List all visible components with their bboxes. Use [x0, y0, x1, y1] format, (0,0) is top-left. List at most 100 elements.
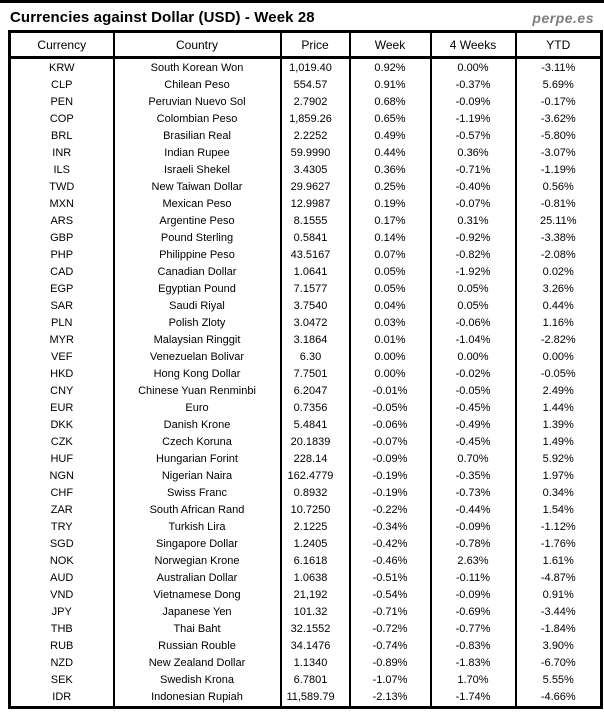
country-name-cell: Canadian Dollar	[112, 264, 282, 281]
country-name-cell: Vietnamese Dong	[112, 587, 282, 604]
country-name-cell: Thai Baht	[112, 621, 282, 638]
price-cell: 0.5841	[279, 230, 351, 247]
ytd-change-cell: 0.34%	[514, 485, 603, 502]
four-weeks-change-cell: -1.83%	[429, 655, 517, 672]
four-weeks-change-cell: 0.05%	[429, 298, 517, 315]
ytd-change-cell: 1.97%	[514, 468, 603, 485]
four-weeks-change-cell: -0.45%	[429, 400, 517, 417]
country-name-cell: Danish Krone	[112, 417, 282, 434]
currency-code-cell: PHP	[8, 247, 115, 264]
ytd-change-cell: -3.62%	[514, 111, 603, 128]
price-cell: 6.2047	[279, 383, 351, 400]
country-name-cell: Norwegian Krone	[112, 553, 282, 570]
country-name-cell: Euro	[112, 400, 282, 417]
country-name-cell: Egyptian Pound	[112, 281, 282, 298]
ytd-change-cell: 0.44%	[514, 298, 603, 315]
ytd-change-cell: 1.39%	[514, 417, 603, 434]
ytd-change-cell: 25.11%	[514, 213, 603, 230]
four-weeks-change-cell: -1.19%	[429, 111, 517, 128]
week-change-cell: -0.71%	[348, 604, 432, 621]
week-change-cell: 0.03%	[348, 315, 432, 332]
country-name-cell: Argentine Peso	[112, 213, 282, 230]
week-change-cell: 0.17%	[348, 213, 432, 230]
price-cell: 43.5167	[279, 247, 351, 264]
ytd-change-cell: -2.08%	[514, 247, 603, 264]
four-weeks-change-cell: -0.83%	[429, 638, 517, 655]
table-row: MYR Malaysian Ringgit 3.1864 0.01% -1.04% -2.…	[8, 332, 603, 349]
currency-code-cell: ARS	[8, 213, 115, 230]
price-cell: 12.9987	[279, 196, 351, 213]
country-name-cell: Swiss Franc	[112, 485, 282, 502]
ytd-change-cell: -3.07%	[514, 145, 603, 162]
table-row: PEN Peruvian Nuevo Sol 2.7902 0.68% -0.09% -0…	[8, 94, 603, 111]
week-change-cell: -0.34%	[348, 519, 432, 536]
currency-code-cell: HKD	[8, 366, 115, 383]
price-cell: 1.2405	[279, 536, 351, 553]
week-change-cell: -0.22%	[348, 502, 432, 519]
country-name-cell: Chinese Yuan Renminbi	[112, 383, 282, 400]
week-change-cell: 0.92%	[348, 57, 432, 77]
country-name-cell: Chilean Peso	[112, 77, 282, 94]
week-change-cell: 0.25%	[348, 179, 432, 196]
currency-code-cell: COP	[8, 111, 115, 128]
table-row: CLP Chilean Peso 554.57 0.91% -0.37% 5.69%	[8, 77, 603, 94]
week-change-cell: 0.44%	[348, 145, 432, 162]
ytd-change-cell: 3.26%	[514, 281, 603, 298]
four-weeks-change-cell: -0.40%	[429, 179, 517, 196]
price-cell: 34.1476	[279, 638, 351, 655]
ytd-change-cell: 0.91%	[514, 587, 603, 604]
price-cell: 0.8932	[279, 485, 351, 502]
week-change-cell: 0.05%	[348, 281, 432, 298]
currency-code-cell: SGD	[8, 536, 115, 553]
ytd-change-cell: -4.87%	[514, 570, 603, 587]
week-change-cell: 0.19%	[348, 196, 432, 213]
week-change-cell: -0.07%	[348, 434, 432, 451]
table-row: PHP Philippine Peso 43.5167 0.07% -0.82% -2.0…	[8, 247, 603, 264]
ytd-change-cell: -3.11%	[514, 57, 603, 77]
ytd-change-cell: 1.61%	[514, 553, 603, 570]
country-name-cell: Indian Rupee	[112, 145, 282, 162]
table-row: SEK Swedish Krona 6.7801 -1.07% 1.70% 5.55%	[8, 672, 603, 689]
country-name-cell: Philippine Peso	[112, 247, 282, 264]
price-cell: 3.4305	[279, 162, 351, 179]
price-cell: 162.4779	[279, 468, 351, 485]
four-weeks-change-cell: -0.35%	[429, 468, 517, 485]
ytd-change-cell: -5.80%	[514, 128, 603, 145]
week-change-cell: -0.89%	[348, 655, 432, 672]
week-change-cell: -0.19%	[348, 468, 432, 485]
currency-code-cell: CAD	[8, 264, 115, 281]
table-row: VND Vietnamese Dong 21,192 -0.54% -0.09% 0.91…	[8, 587, 603, 604]
currency-code-cell: INR	[8, 145, 115, 162]
ytd-change-cell: -6.70%	[514, 655, 603, 672]
four-weeks-change-cell: -0.09%	[429, 94, 517, 111]
four-weeks-change-cell: -1.92%	[429, 264, 517, 281]
price-cell: 1,019.40	[279, 57, 351, 77]
four-weeks-change-cell: -0.78%	[429, 536, 517, 553]
ytd-change-cell: 0.56%	[514, 179, 603, 196]
currency-code-cell: CLP	[8, 77, 115, 94]
four-weeks-change-cell: -0.77%	[429, 621, 517, 638]
four-weeks-change-cell: -0.06%	[429, 315, 517, 332]
four-weeks-change-cell: -0.11%	[429, 570, 517, 587]
table-row: CZK Czech Koruna 20.1839 -0.07% -0.45% 1.49%	[8, 434, 603, 451]
table-row: MXN Mexican Peso 12.9987 0.19% -0.07% -0.81%	[8, 196, 603, 213]
price-cell: 7.7501	[279, 366, 351, 383]
table-row: JPY Japanese Yen 101.32 -0.71% -0.69% -3.44%	[8, 604, 603, 621]
country-name-cell: Venezuelan Bolivar	[112, 349, 282, 366]
price-cell: 1.0638	[279, 570, 351, 587]
four-weeks-change-cell: 0.70%	[429, 451, 517, 468]
four-weeks-change-cell: -0.07%	[429, 196, 517, 213]
currency-code-cell: EGP	[8, 281, 115, 298]
country-name-cell: Brasilian Real	[112, 128, 282, 145]
ytd-change-cell: 5.69%	[514, 77, 603, 94]
four-weeks-change-cell: -0.05%	[429, 383, 517, 400]
table-row: NOK Norwegian Krone 6.1618 -0.46% 2.63% 1.61%	[8, 553, 603, 570]
four-weeks-change-cell: 1.70%	[429, 672, 517, 689]
table-row: ZAR South African Rand 10.7250 -0.22% -0.44%…	[8, 502, 603, 519]
country-name-cell: New Zealand Dollar	[112, 655, 282, 672]
table-row: DKK Danish Krone 5.4841 -0.06% -0.49% 1.39%	[8, 417, 603, 434]
table-row: ILS Israeli Shekel 3.4305 0.36% -0.71% -1.19%	[8, 162, 603, 179]
week-change-cell: -2.13%	[348, 689, 432, 708]
currency-code-cell: CZK	[8, 434, 115, 451]
four-weeks-change-cell: -1.04%	[429, 332, 517, 349]
